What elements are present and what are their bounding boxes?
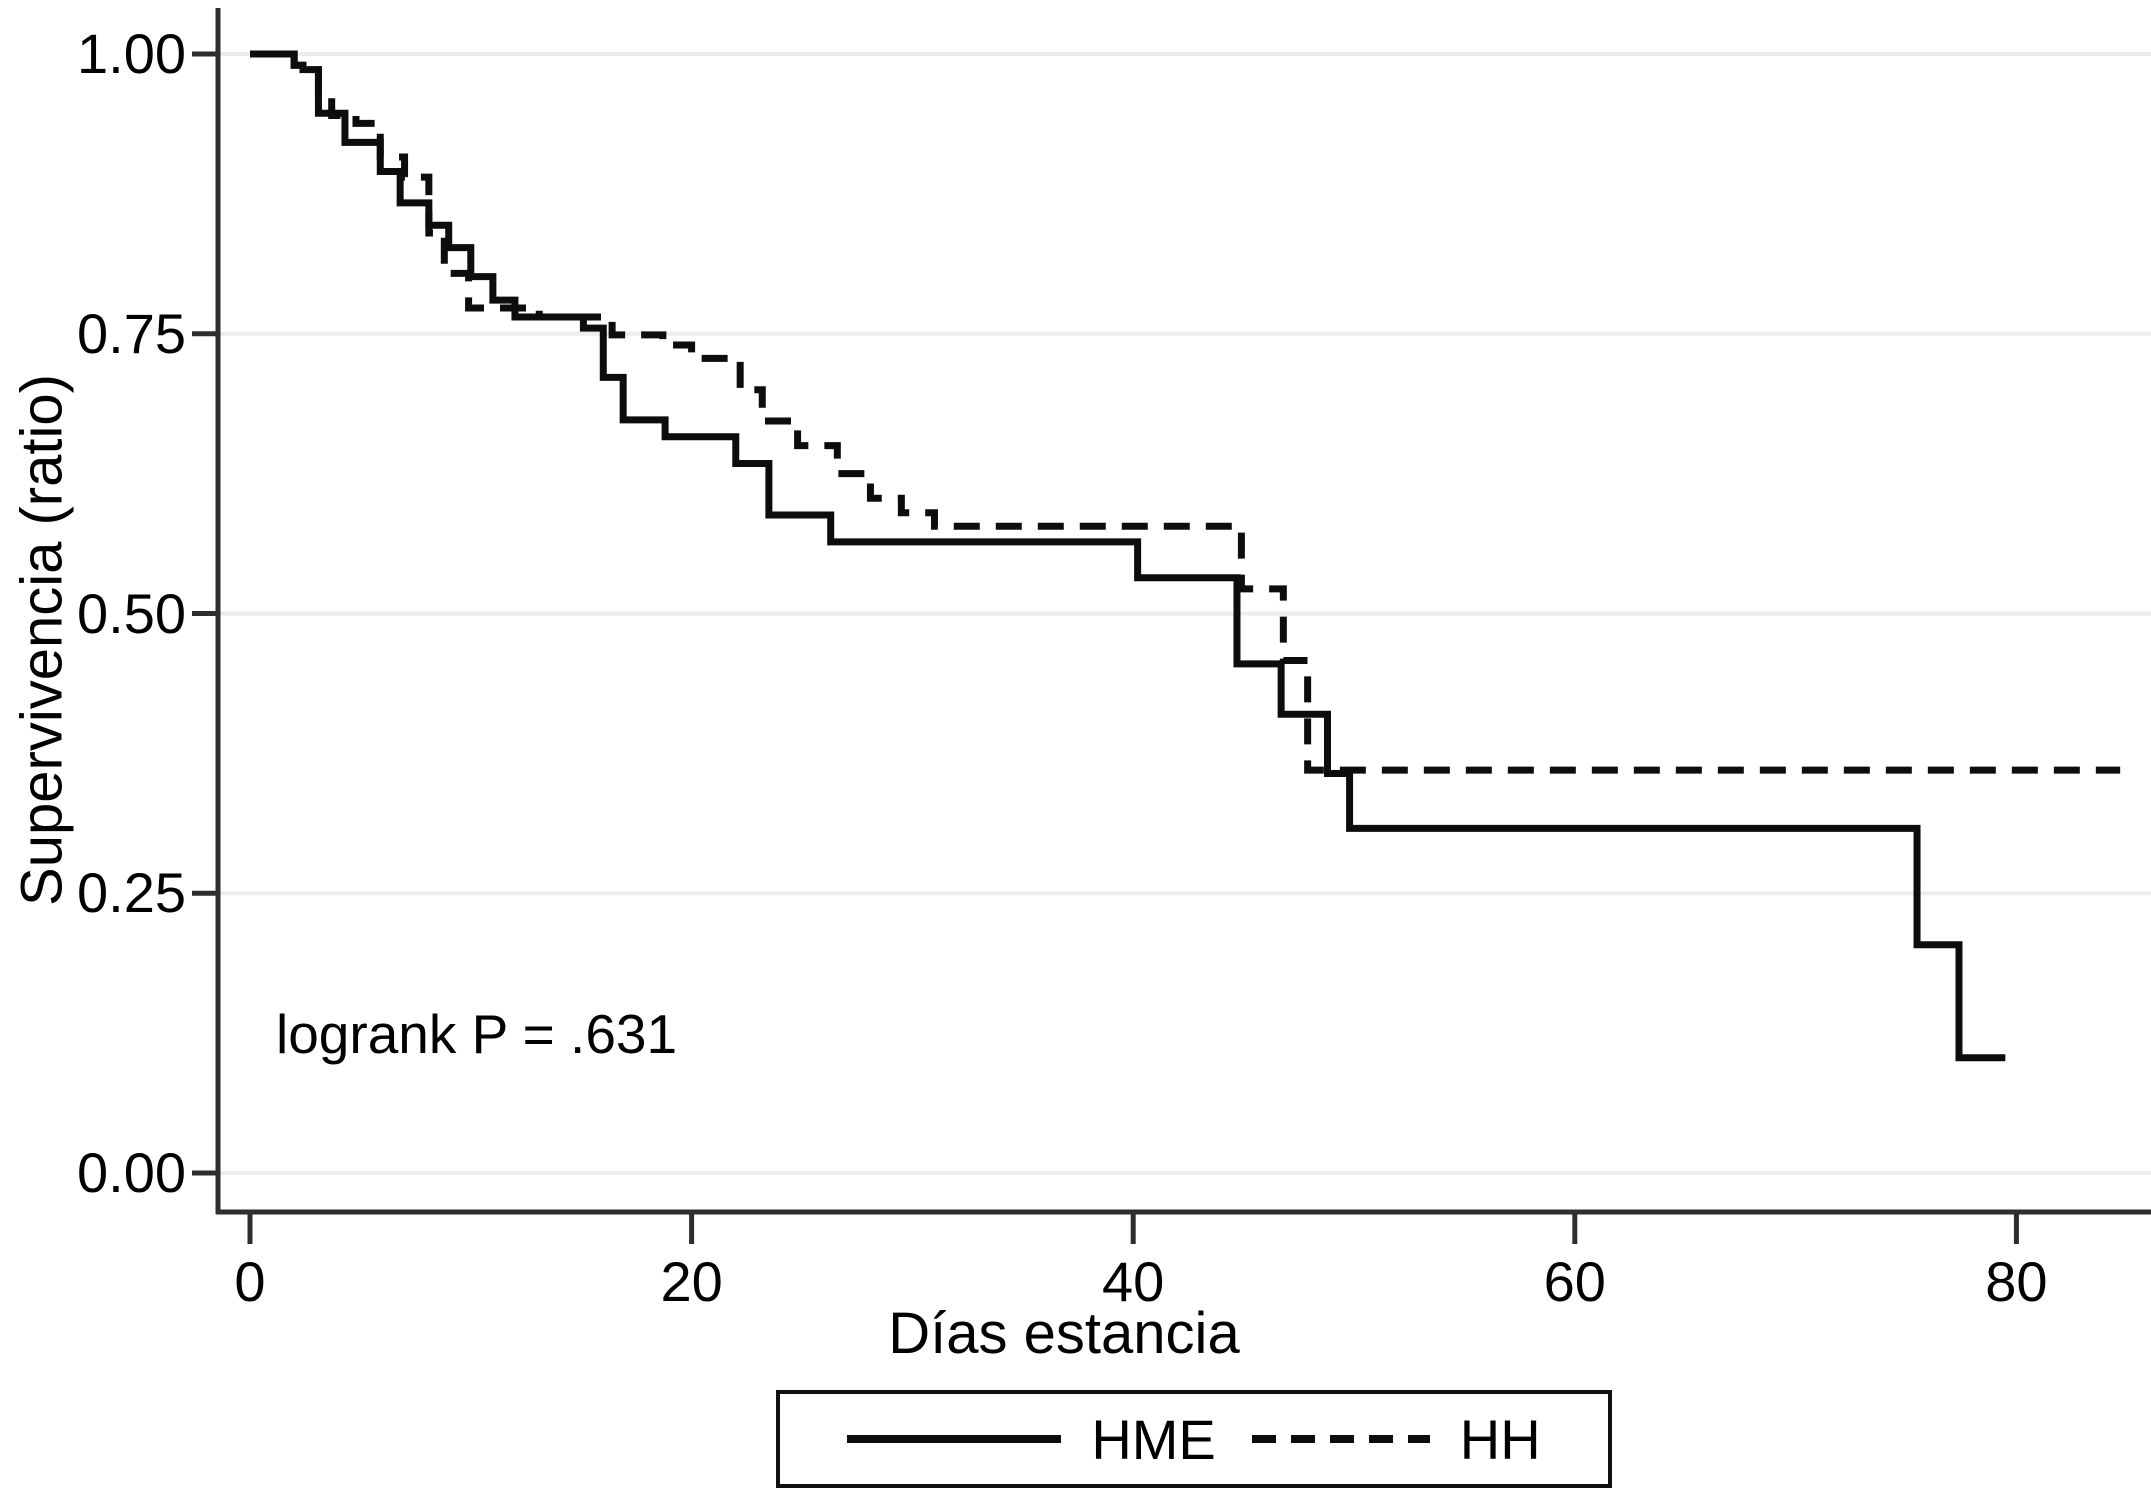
solid-line-swatch-icon [847,1435,1062,1443]
legend-label-hh: HH [1459,1407,1541,1471]
logrank-annotation: logrank P = .631 [276,1003,678,1065]
x-tick-label: 60 [1543,1250,1606,1313]
legend-item-hh: HH [1251,1407,1541,1472]
y-tick-label: 0.00 [77,1141,186,1204]
y-tick-label: 1.00 [77,22,186,85]
x-tick-label: 40 [1102,1250,1165,1313]
x-tick-label: 20 [660,1250,723,1313]
x-tick-label: 0 [234,1250,266,1313]
x-axis-title: Días estancia [888,1301,1240,1366]
y-tick-label: 0.75 [77,301,186,365]
x-tick-label: 80 [1985,1250,2048,1313]
series-path-hme [250,50,2006,1062]
legend-item-hme: HME [847,1407,1216,1472]
y-tick-label: 0.25 [77,861,186,925]
legend: HME HH [776,1390,1612,1488]
y-tick-label: 0.50 [77,581,186,645]
series-path-hh [250,50,2121,774]
dashed-line-swatch-icon [1251,1435,1430,1443]
legend-label-hme: HME [1091,1407,1216,1471]
y-axis-title: Supervivencia (ratio) [9,374,75,906]
